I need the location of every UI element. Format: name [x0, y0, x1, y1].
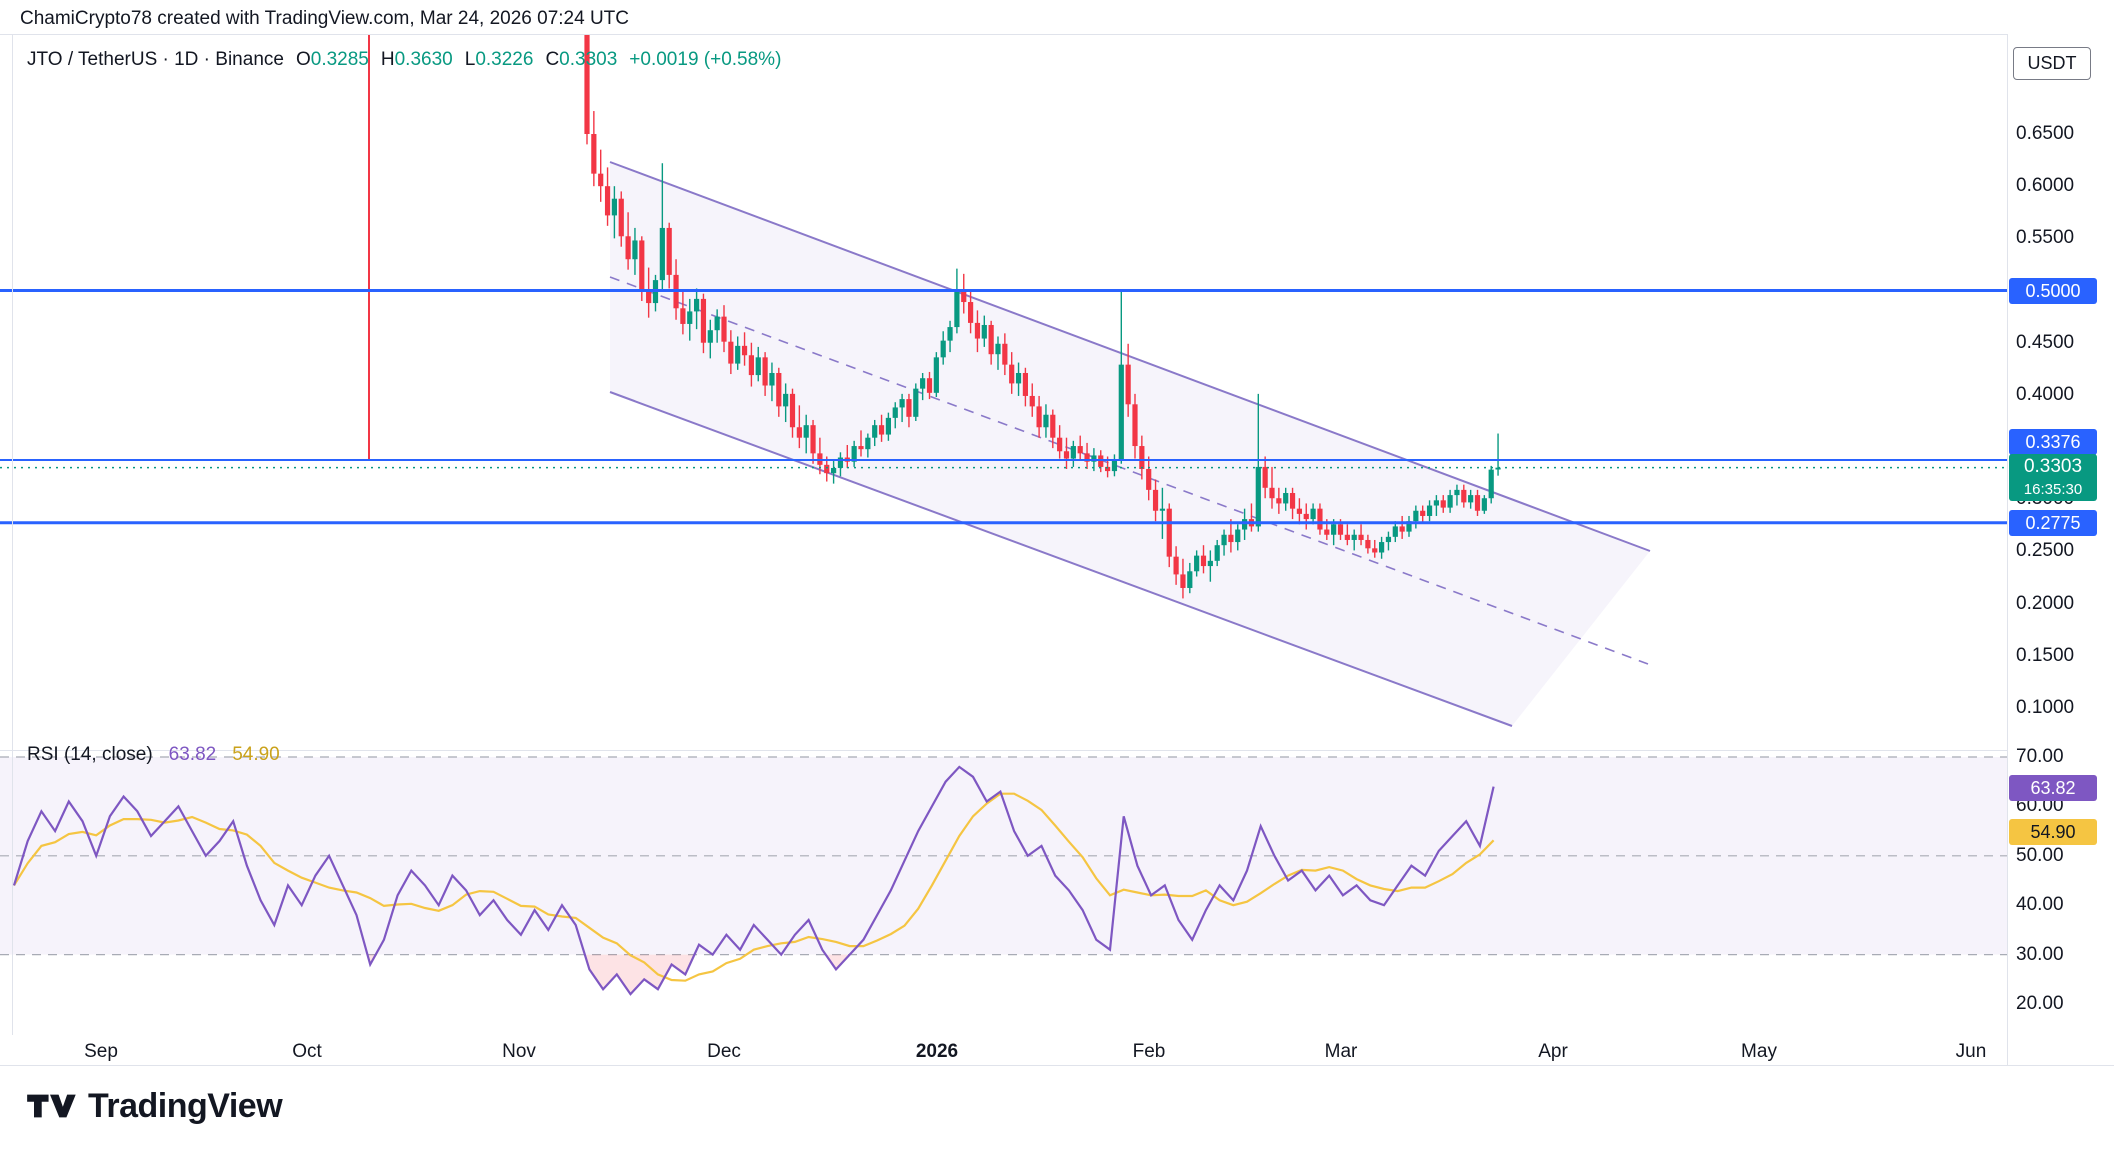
rsi-indicator-label: RSI (14, close) [27, 744, 153, 765]
pane-separator [0, 750, 2114, 751]
axis-label: 0.5500 [2016, 227, 2075, 249]
axis-label: 50.00 [2016, 844, 2064, 866]
symbol-legend: JTO / TetherUS · 1D · Binance O0.3285 H0.3… [27, 49, 781, 71]
axis-label: 0.2500 [2016, 540, 2075, 562]
left-border [12, 34, 13, 1065]
time-axis-label: May [1741, 1041, 1777, 1062]
ohlc-high-label: H [380, 49, 395, 70]
time-axis-label: 2026 [915, 1041, 959, 1062]
ohlc-close-value: 0.3303 [559, 49, 618, 70]
axis-label: 20.00 [2016, 993, 2064, 1014]
axis-label: 30.00 [2016, 943, 2064, 965]
currency-toggle-button[interactable]: USDT [2013, 47, 2091, 80]
price-axis-separator [2007, 34, 2008, 1065]
symbol-title: JTO / TetherUS · 1D · Binance [27, 49, 284, 70]
time-axis-label: Oct [292, 1041, 322, 1062]
hline-price-badge: 0.3376 [2009, 429, 2097, 455]
tradingview-logo-text: TradingView [88, 1086, 283, 1125]
hline-price-badge: 0.5000 [2009, 278, 2097, 304]
tradingview-logo-icon [27, 1094, 76, 1118]
price-axis[interactable]: 0.65000.60000.55000.45000.40000.30000.25… [2007, 34, 2114, 1064]
axis-label: 0.4500 [2016, 331, 2075, 353]
axis-label: 0.6000 [2016, 175, 2075, 197]
rsi-ma-badge: 54.90 [2009, 819, 2097, 845]
axis-label: 0.1000 [2016, 697, 2075, 718]
bottom-border [0, 1065, 2114, 1066]
tradingview-logo[interactable]: TradingView [24, 1086, 283, 1126]
ohlc-open-label: O [295, 49, 311, 70]
axis-label: 0.2000 [2016, 592, 2075, 614]
change-value: +0.0019 (+0.58%) [629, 49, 782, 70]
rsi-ma-value: 54.90 [232, 744, 280, 765]
ohlc-high-value: 0.3630 [394, 49, 453, 70]
time-axis-label: Mar [1324, 1041, 1358, 1062]
axis-label: 0.1500 [2016, 644, 2075, 666]
attribution-text: ChamiCrypto78 created with TradingView.c… [20, 8, 630, 29]
axis-label: 0.6500 [2016, 123, 2075, 144]
ohlc-close-label: C [545, 49, 560, 70]
ohlc-low-label: L [464, 49, 476, 70]
ohlc-open-value: 0.3285 [310, 49, 369, 70]
rsi-legend: RSI (14, close) 63.82 54.90 [27, 744, 280, 766]
time-axis-label: Jun [1955, 1041, 1987, 1062]
time-axis[interactable]: Sep Oct Nov Dec 2026 Feb Mar Apr May Jun [0, 1035, 2007, 1065]
current-price-badge: 0.3303 16:35:30 [2009, 454, 2097, 501]
time-axis-label: Apr [1538, 1041, 1568, 1062]
time-axis-label: Dec [707, 1041, 741, 1062]
rsi-value-badge: 63.82 [2009, 775, 2097, 801]
axis-label: 70.00 [2016, 746, 2064, 767]
axis-label: 0.4000 [2016, 383, 2075, 405]
time-axis-label: Feb [1132, 1041, 1166, 1062]
top-separator [0, 34, 2114, 35]
bar-countdown: 16:35:30 [2023, 481, 2083, 498]
time-axis-label: Sep [84, 1041, 118, 1062]
current-price-value: 0.3303 [2023, 456, 2083, 477]
time-axis-label: Nov [502, 1041, 536, 1062]
ohlc-low-value: 0.3226 [475, 49, 534, 70]
rsi-value: 63.82 [168, 744, 217, 765]
axis-label: 40.00 [2016, 894, 2064, 916]
chart-canvas[interactable] [0, 0, 2007, 1035]
hline-price-badge: 0.2775 [2009, 510, 2097, 536]
